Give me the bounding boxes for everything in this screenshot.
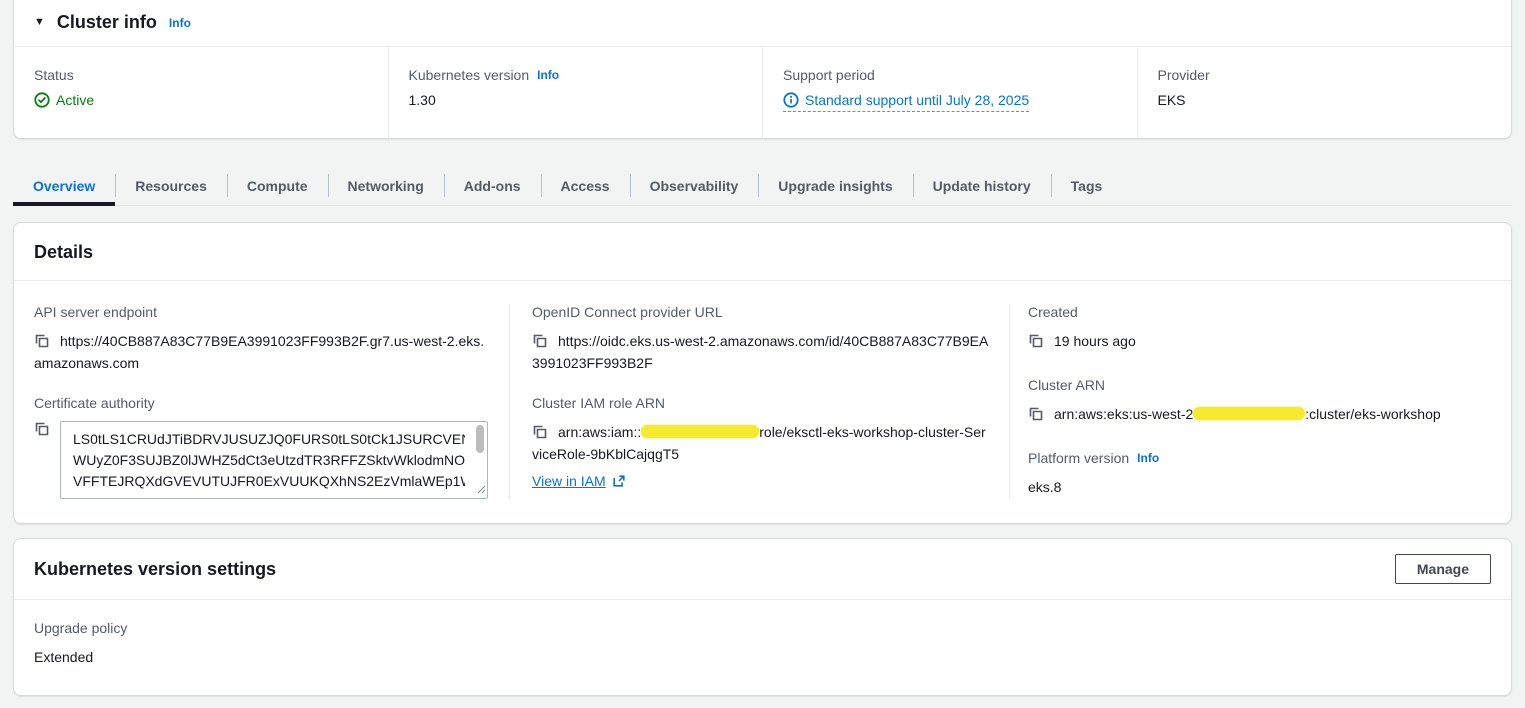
scrollbar-thumb[interactable]: [476, 425, 484, 453]
platform-version-field: Platform version Info eks.8: [1028, 450, 1491, 498]
info-circle-icon: [783, 92, 799, 108]
provider-column: Provider EKS: [1136, 47, 1512, 138]
copy-icon[interactable]: [532, 333, 548, 349]
cluster-tabs: Overview Resources Compute Networking Ad…: [13, 166, 1512, 206]
platform-version-label: Platform version: [1028, 450, 1130, 466]
certificate-authority-field: Certificate authority LS0tLS1CRUdJTiBDRV…: [34, 395, 489, 499]
kubernetes-version-label: Kubernetes version: [408, 67, 530, 83]
api-server-endpoint-value: https://40CB887A83C77B9EA3991023FF993B2F…: [34, 333, 485, 371]
support-period-column: Support period Standard support until Ju…: [762, 47, 1137, 138]
support-period-label: Support period: [783, 67, 875, 83]
support-period-link[interactable]: Standard support until July 28, 2025: [783, 92, 1030, 112]
cluster-arn-suffix: :cluster/eks-workshop: [1305, 406, 1441, 422]
kubernetes-version-settings-header: Kubernetes version settings Manage: [14, 539, 1511, 600]
external-link-icon: [612, 474, 626, 488]
certificate-authority-label: Certificate authority: [34, 395, 155, 411]
copy-icon[interactable]: [1028, 333, 1044, 349]
manage-button[interactable]: Manage: [1394, 554, 1491, 584]
status-label: Status: [34, 67, 74, 83]
provider-label: Provider: [1157, 67, 1210, 83]
kubernetes-version-settings-title: Kubernetes version settings: [34, 558, 277, 579]
tab-tags[interactable]: Tags: [1050, 166, 1123, 205]
tab-resources[interactable]: Resources: [115, 166, 227, 205]
copy-icon[interactable]: [34, 421, 50, 437]
oidc-provider-url-field: OpenID Connect provider URL https://oidc…: [532, 304, 989, 374]
details-header: Details: [14, 223, 1511, 281]
details-card: Details API server endpoint https://40CB…: [13, 222, 1512, 524]
certificate-line: LS0tLS1CRUdJTiBDRVJUSUZJQ0FURS0tLS0tCk1J…: [73, 431, 465, 447]
cluster-arn-label: Cluster ARN: [1028, 377, 1106, 393]
created-value: 19 hours ago: [1054, 333, 1136, 349]
kubernetes-version-column: Kubernetes version Info 1.30: [387, 47, 763, 138]
details-column-2: OpenID Connect provider URL https://oidc…: [509, 304, 1009, 499]
copy-icon[interactable]: [34, 333, 50, 349]
tab-networking[interactable]: Networking: [327, 166, 444, 205]
copy-icon[interactable]: [1028, 406, 1044, 422]
tab-upgrade-insights[interactable]: Upgrade insights: [758, 166, 912, 205]
kubernetes-version-value: 1.30: [408, 92, 436, 108]
upgrade-policy-value: Extended: [34, 649, 94, 665]
api-server-endpoint-field: API server endpoint https://40CB887A83C7…: [34, 304, 489, 374]
redaction-highlight: [1193, 407, 1306, 420]
created-label: Created: [1028, 304, 1078, 320]
status-column: Status Active: [14, 47, 388, 138]
tab-update-history[interactable]: Update history: [912, 166, 1051, 205]
api-server-endpoint-label: API server endpoint: [34, 304, 157, 320]
details-body: API server endpoint https://40CB887A83C7…: [14, 281, 1511, 523]
tab-overview[interactable]: Overview: [13, 166, 116, 206]
view-in-iam-link[interactable]: View in IAM: [532, 473, 626, 489]
kubernetes-version-settings-card: Kubernetes version settings Manage Upgra…: [13, 538, 1512, 696]
tab-access[interactable]: Access: [540, 166, 630, 205]
collapse-icon[interactable]: ▼: [34, 16, 45, 28]
view-in-iam-label: View in IAM: [532, 473, 606, 489]
oidc-provider-url-label: OpenID Connect provider URL: [532, 304, 723, 320]
status-badge: Active: [34, 92, 94, 108]
copy-icon[interactable]: [532, 424, 548, 440]
cluster-info-header: ▼ Cluster info Info: [14, 0, 1511, 47]
tab-compute[interactable]: Compute: [226, 166, 328, 205]
tab-observability[interactable]: Observability: [629, 166, 759, 205]
cluster-arn-field: Cluster ARN arn:aws:eks:us-west-2 :cluste…: [1028, 377, 1491, 425]
tab-add-ons[interactable]: Add-ons: [443, 166, 541, 205]
details-column-1: API server endpoint https://40CB887A83C7…: [14, 304, 509, 499]
created-field: Created 19 hours ago: [1028, 304, 1491, 352]
status-success-icon: [34, 92, 50, 108]
oidc-provider-url-value: https://oidc.eks.us-west-2.amazonaws.com…: [532, 333, 989, 371]
upgrade-policy-label: Upgrade policy: [34, 620, 128, 636]
cluster-iam-role-arn-field: Cluster IAM role ARN arn:aws:iam:: role/e…: [532, 395, 989, 489]
kubernetes-version-info-link[interactable]: Info: [537, 68, 560, 82]
redaction-highlight: [641, 425, 760, 438]
cluster-info-summary-row: Status Active Kubernetes version Info 1.…: [14, 47, 1511, 138]
cluster-iam-role-arn-suffix: role/eksctl-eks-workshop-cluster-Service…: [532, 424, 986, 462]
details-title: Details: [34, 242, 94, 262]
cluster-arn-prefix: arn:aws:eks:us-west-2: [1054, 406, 1194, 422]
certificate-authority-textbox[interactable]: LS0tLS1CRUdJTiBDRVJUSUZJQ0FURS0tLS0tCk1J…: [60, 421, 488, 499]
platform-version-value: eks.8: [1028, 479, 1062, 495]
status-value: Active: [56, 92, 95, 108]
cluster-info-info-link[interactable]: Info: [168, 15, 191, 30]
cluster-info-card: ▼ Cluster info Info Status Active Kubern…: [13, 0, 1512, 139]
certificate-line: WUyZ0F3SUJBZ0lJWHZ5dCt3eUtzdTR3RFFZSktvW…: [73, 452, 465, 468]
platform-version-info-link[interactable]: Info: [1137, 451, 1160, 465]
cluster-info-title: Cluster info: [56, 12, 157, 32]
kubernetes-version-settings-body: Upgrade policy Extended: [14, 600, 1511, 695]
support-period-value: Standard support until July 28, 2025: [805, 92, 1030, 108]
cluster-iam-role-arn-prefix: arn:aws:iam::: [558, 424, 642, 440]
cluster-iam-role-arn-label: Cluster IAM role ARN: [532, 395, 666, 411]
resize-handle-icon[interactable]: [477, 481, 486, 497]
certificate-line: VFFTEJRQXdGVEVUTUJFR0ExVUUKQXhNS2EzVmlaW…: [73, 473, 465, 489]
details-column-3: Created 19 hours ago Cluster ARN arn:aws…: [1009, 304, 1511, 499]
provider-value: EKS: [1157, 92, 1186, 108]
